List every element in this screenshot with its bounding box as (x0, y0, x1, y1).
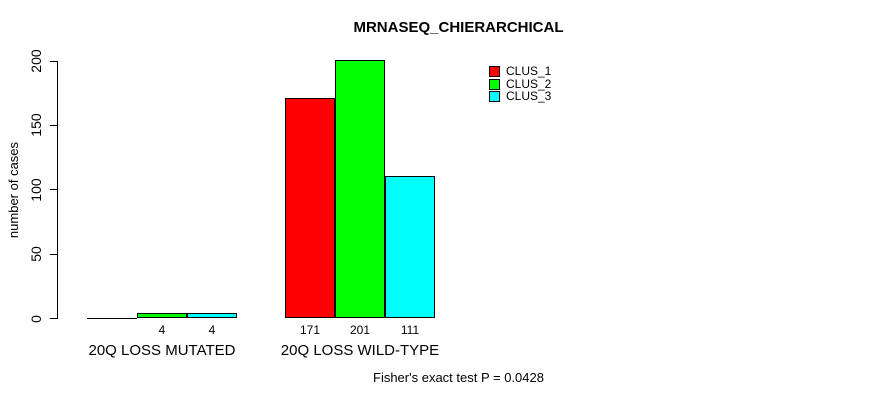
x-category-label: 20Q LOSS WILD-TYPE (280, 342, 440, 359)
bar-value-label: 111 (400, 323, 420, 337)
bar (187, 313, 237, 319)
y-tick-label: 150 (28, 113, 44, 138)
legend-swatch (489, 91, 500, 102)
bar (335, 59, 385, 319)
y-tick-label: 0 (28, 314, 44, 323)
y-axis-line (57, 61, 58, 319)
y-tick (50, 318, 57, 319)
bar (385, 175, 435, 319)
bar-value-label: 4 (158, 323, 166, 337)
y-tick-label: 50 (28, 246, 44, 262)
chart-title: MRNASEQ_CHIERARCHICAL (353, 19, 564, 36)
y-tick (50, 60, 57, 62)
legend-label: CLUS_3 (506, 89, 552, 103)
y-tick (50, 189, 57, 191)
y-tick-label: 200 (28, 49, 44, 73)
bar-value-label: 201 (349, 323, 371, 337)
annotation-pvalue: Fisher's exact test P = 0.0428 (373, 370, 544, 385)
y-tick (50, 253, 57, 255)
y-tick-label: 100 (28, 178, 44, 202)
legend-label: CLUS_2 (506, 76, 552, 91)
y-axis-title: number of cases (6, 141, 21, 239)
bar-value-label: 4 (208, 323, 216, 337)
bar (285, 98, 335, 319)
x-category-label: 20Q LOSS MUTATED (88, 342, 236, 359)
legend-swatch (489, 66, 500, 77)
legend-label: CLUS_1 (506, 64, 552, 78)
bar (137, 313, 187, 319)
y-tick (50, 124, 57, 126)
legend-swatch (489, 78, 500, 90)
bar-value-label: 171 (299, 323, 321, 337)
bar-zero (87, 317, 137, 319)
